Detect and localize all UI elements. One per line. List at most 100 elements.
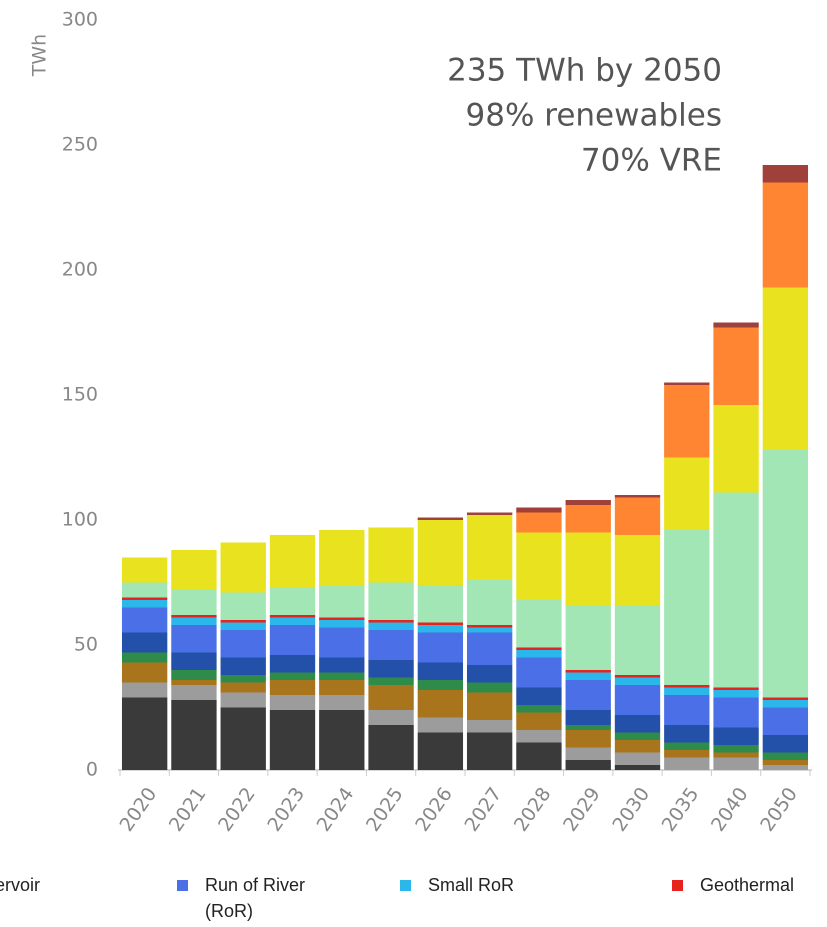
- bar-segment: [319, 585, 365, 618]
- bar-segment: [565, 672, 611, 680]
- legend-entry: Geothermal: [672, 872, 827, 898]
- bar-segment: [466, 720, 513, 733]
- bar-segment: [171, 550, 217, 590]
- bar-segment: [565, 730, 611, 748]
- bar-segment: [220, 542, 266, 593]
- bar-segment: [516, 600, 562, 648]
- bar-segment: [516, 742, 562, 770]
- bar-segment: [664, 695, 710, 725]
- bar-segment: [466, 682, 513, 693]
- bar-segment: [220, 620, 266, 623]
- bar-segment: [220, 657, 266, 675]
- bar-segment: [713, 697, 759, 728]
- bar-segment: [762, 182, 809, 288]
- legend-label: Run of River (RoR): [205, 875, 306, 921]
- bar-segment: [466, 512, 513, 515]
- bar-segment: [417, 717, 464, 733]
- bar-segment: [713, 690, 759, 698]
- bar-segment: [171, 685, 217, 700]
- legend-label: ervoir: [0, 875, 41, 895]
- bar-segment: [762, 760, 809, 765]
- bar-segment: [417, 517, 464, 520]
- bar-segment: [466, 580, 513, 625]
- bar-segment: [171, 680, 217, 685]
- bar-segment: [516, 650, 562, 658]
- bar-segment: [664, 530, 710, 685]
- bar-segment: [762, 450, 809, 698]
- bar-segment: [171, 652, 217, 670]
- bar-segment: [466, 515, 513, 580]
- bar-segment: [614, 605, 661, 675]
- bar-segment: [565, 725, 611, 730]
- bar-segment: [417, 520, 464, 585]
- bar-segment: [220, 682, 266, 693]
- bar-segment: [220, 592, 266, 620]
- bar-segment: [121, 632, 168, 653]
- y-tick-label: 0: [86, 759, 98, 781]
- x-tick-label: 2023: [263, 783, 309, 835]
- bar-segment: [762, 765, 809, 770]
- bar-segment: [713, 727, 759, 745]
- x-tick-label: 2026: [411, 783, 457, 835]
- bar-segment: [269, 625, 316, 655]
- bar-segment: [713, 757, 759, 770]
- x-tick-label: 2029: [559, 783, 605, 835]
- bar-segment: [368, 620, 414, 623]
- bar-segment: [713, 752, 759, 758]
- bar-segment: [466, 632, 513, 665]
- bar-segment: [269, 535, 316, 588]
- bar-segment: [466, 692, 513, 720]
- x-tick-label: 2040: [707, 783, 753, 835]
- bar-segment: [664, 685, 710, 688]
- x-tick-label: 2024: [313, 783, 359, 835]
- bar-segment: [319, 627, 365, 658]
- x-tick-label: 2020: [115, 783, 161, 835]
- bar-segment: [762, 165, 809, 183]
- bar-segment: [269, 672, 316, 680]
- bar-segment: [269, 710, 316, 770]
- bar-segment: [368, 527, 414, 583]
- legend-entry: Run of River (RoR): [177, 872, 340, 924]
- annotation: 70% VRE: [581, 143, 722, 179]
- bar-segment: [762, 735, 809, 753]
- x-tick-label: 2050: [756, 783, 802, 835]
- bar-segment: [466, 665, 513, 683]
- bar-segment: [417, 662, 464, 680]
- bar-segment: [171, 700, 217, 770]
- bar-segment: [664, 457, 710, 530]
- bar-segment: [319, 620, 365, 628]
- bar-segment: [516, 657, 562, 688]
- bar-segment: [614, 732, 661, 740]
- bar-segment: [319, 657, 365, 673]
- bar-segment: [466, 625, 513, 628]
- bar-segment: [516, 712, 562, 730]
- legend-label: Geothermal: [700, 875, 795, 895]
- bar-segment: [516, 512, 562, 533]
- bar-segment: [417, 690, 464, 718]
- x-tick-label: 2027: [460, 783, 506, 835]
- bar-segment: [121, 557, 168, 583]
- bar-segment: [368, 622, 414, 630]
- bar-segment: [121, 662, 168, 683]
- bar-segment: [516, 532, 562, 600]
- bar-segment: [220, 707, 266, 770]
- bar-segment: [565, 500, 611, 505]
- bar-segment: [121, 600, 168, 608]
- legend-entry: Small RoR: [400, 872, 578, 898]
- bar-segment: [417, 585, 464, 623]
- bar-segment: [368, 630, 414, 660]
- bar-segment: [762, 707, 809, 735]
- bar-segment: [121, 697, 168, 770]
- bar-segment: [121, 597, 168, 600]
- legend-swatch: [400, 880, 411, 891]
- bar-segment: [664, 742, 710, 750]
- bar-segment: [565, 505, 611, 533]
- x-tick-label: 2030: [608, 783, 654, 835]
- bar-segment: [368, 677, 414, 685]
- bar-segment: [713, 745, 759, 753]
- bar-segment: [664, 687, 710, 695]
- bar-segment: [269, 587, 316, 615]
- bar-segment: [269, 655, 316, 673]
- bar-segment: [614, 740, 661, 753]
